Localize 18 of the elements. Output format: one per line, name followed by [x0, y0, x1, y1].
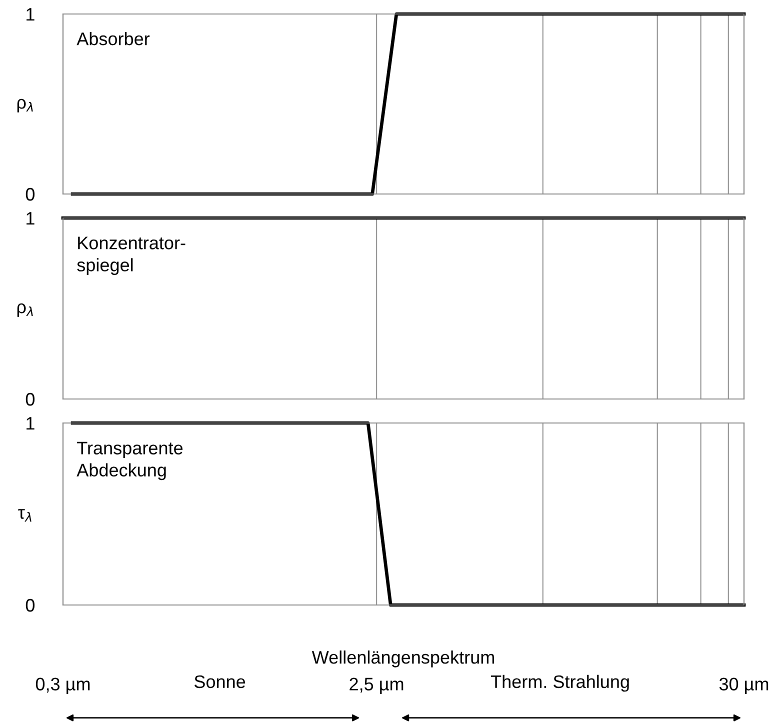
y-tick-label: 0: [26, 392, 35, 406]
y-axis-title: ρ$_{λ}$: [17, 98, 33, 112]
y-axis-title: τ$_{λ}$: [18, 509, 32, 522]
text: Konzentrator- spiegel: [77, 236, 186, 275]
x-axis-title: Wellenlängenspektrum: [312, 650, 494, 668]
y-tick-label: 0: [26, 598, 35, 612]
y-tick-label: 1: [26, 212, 34, 225]
x-tick-label: 2,5 µm: [350, 678, 404, 694]
y-tick-label: 0: [26, 188, 35, 201]
y-tick-label: 1: [26, 417, 34, 430]
text: Transparente Abdeckung: [76, 442, 183, 480]
y-axis-title: ρ$_{λ}$: [17, 303, 33, 317]
text: Sonne: [194, 675, 246, 688]
x-tick-label: 0,3 µm: [36, 678, 90, 694]
text: Therm. Strahlung: [490, 674, 629, 692]
x-tick-label: 30 µm: [719, 678, 768, 694]
text: Absorber: [76, 32, 150, 46]
y-tick-label: 1: [26, 8, 34, 21]
